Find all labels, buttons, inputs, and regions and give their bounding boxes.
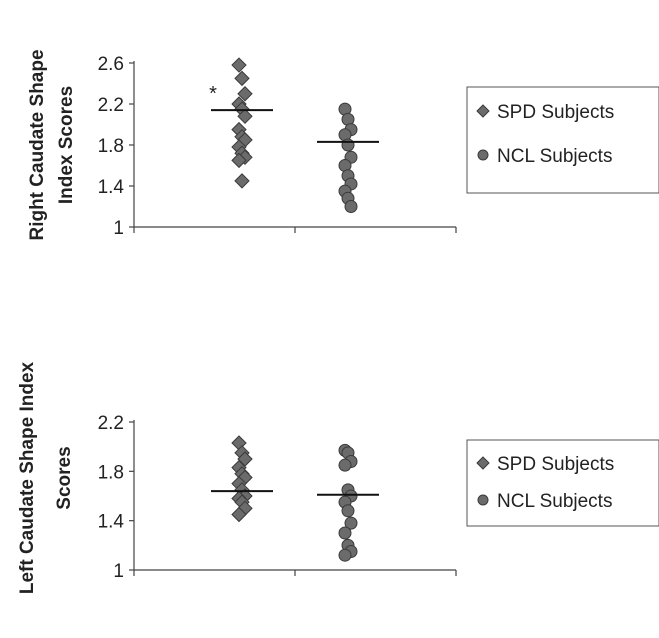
right-caudate-data-point bbox=[231, 152, 247, 169]
right-caudate-ylabel-line-2: Index Scores bbox=[56, 86, 77, 204]
right-caudate-data-point bbox=[234, 70, 250, 87]
right-caudate-plot-area: 1 1.4 1.8 2.2 2.6 * bbox=[98, 54, 457, 239]
left-caudate-data-point bbox=[341, 504, 355, 518]
left-caudate-plot-area: 1 1.4 1.8 2.2 bbox=[98, 413, 457, 582]
right-caudate-series-ncl bbox=[338, 102, 358, 213]
left-caudate-legend-box bbox=[466, 439, 659, 527]
right-caudate-data-point bbox=[341, 138, 355, 152]
left-caudate-y-tick-label: 2.2 bbox=[98, 413, 124, 434]
left-caudate-data-point bbox=[344, 516, 358, 530]
left-caudate-data-point bbox=[338, 458, 352, 472]
left-caudate-ylabel-line-2: Scores bbox=[54, 446, 75, 509]
left-caudate-data-point bbox=[338, 548, 352, 562]
right-caudate-y-tick-label: 2.6 bbox=[98, 54, 124, 75]
right-caudate-significance-annotation: * bbox=[209, 83, 217, 105]
right-caudate-legend-box bbox=[466, 86, 659, 194]
right-caudate-y-tick-label: 1.4 bbox=[98, 177, 125, 198]
right-caudate-chart: Right Caudate Shape Index Scores 1 1.4 1.8… bbox=[27, 49, 659, 241]
left-caudate-data-point bbox=[338, 526, 352, 540]
right-caudate-legend-label-ncl: NCL Subjects bbox=[497, 146, 612, 167]
right-caudate-legend-label-spd: SPD Subjects bbox=[497, 102, 614, 123]
right-caudate-y-tick-label: 2.2 bbox=[98, 95, 124, 116]
right-caudate-data-point bbox=[234, 173, 250, 189]
left-caudate-legend-marker-spd bbox=[476, 456, 490, 470]
left-caudate-legend-label-spd: SPD Subjects bbox=[497, 454, 614, 475]
left-caudate-y-tick-label: 1 bbox=[113, 561, 124, 582]
right-caudate-data-point bbox=[231, 57, 247, 73]
right-caudate-data-point bbox=[237, 86, 253, 102]
left-caudate-series-spd bbox=[231, 435, 253, 523]
right-caudate-data-point bbox=[344, 200, 358, 213]
right-caudate-series-spd bbox=[231, 57, 253, 189]
right-caudate-y-tick-label: 1 bbox=[113, 218, 124, 239]
left-caudate-legend-label-ncl: NCL Subjects bbox=[497, 491, 612, 512]
right-caudate-ylabel-line-1: Right Caudate Shape bbox=[27, 49, 48, 240]
right-caudate-legend: SPD Subjects NCL Subjects bbox=[466, 86, 659, 194]
right-caudate-legend-marker-ncl bbox=[477, 149, 489, 161]
right-caudate-legend-marker-spd bbox=[476, 104, 490, 118]
left-caudate-legend: SPD Subjects NCL Subjects bbox=[466, 439, 659, 527]
left-caudate-y-tick-label: 1.8 bbox=[98, 462, 124, 483]
left-caudate-series-ncl bbox=[338, 443, 358, 562]
left-caudate-ylabel-line-1: Left Caudate Shape Index bbox=[17, 361, 38, 594]
left-caudate-chart: Left Caudate Shape Index Scores 1 1.4 1.8 2… bbox=[17, 361, 659, 594]
right-caudate-y-tick-label: 1.8 bbox=[98, 136, 124, 157]
right-caudate-data-point bbox=[237, 108, 253, 125]
left-caudate-legend-marker-ncl bbox=[477, 494, 489, 506]
left-caudate-data-point bbox=[231, 506, 247, 523]
left-caudate-y-tick-label: 1.4 bbox=[98, 512, 125, 533]
